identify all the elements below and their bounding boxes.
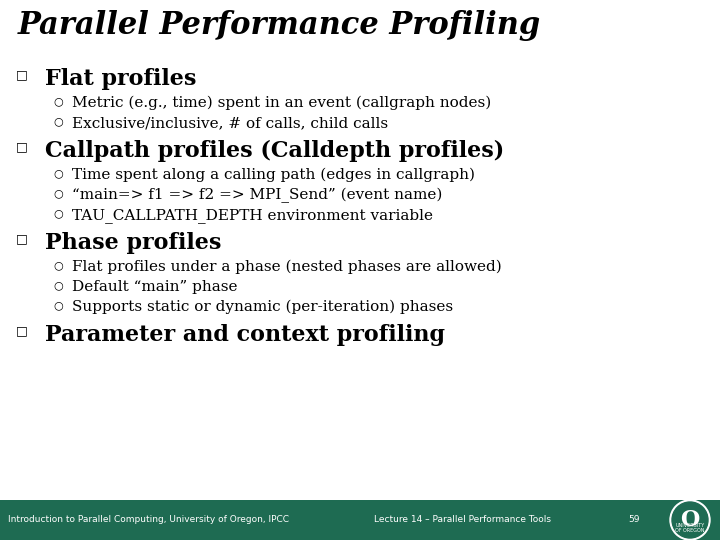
Text: Introduction to Parallel Computing, University of Oregon, IPCC: Introduction to Parallel Computing, Univ… — [8, 516, 289, 524]
Text: Phase profiles: Phase profiles — [45, 232, 221, 254]
Circle shape — [672, 502, 708, 538]
Text: Parameter and context profiling: Parameter and context profiling — [45, 324, 445, 346]
Text: ○: ○ — [53, 168, 63, 178]
Circle shape — [670, 500, 710, 540]
Text: UNIVERSITY
OF OREGON: UNIVERSITY OF OREGON — [675, 523, 705, 534]
Bar — [0, 500, 720, 540]
Text: ○: ○ — [53, 188, 63, 198]
Text: Exclusive/inclusive, # of calls, child calls: Exclusive/inclusive, # of calls, child c… — [72, 116, 388, 130]
Text: Time spent along a calling path (edges in callgraph): Time spent along a calling path (edges i… — [72, 168, 475, 183]
Text: Default “main” phase: Default “main” phase — [72, 280, 238, 294]
Text: “main=> f1 => f2 => MPI_Send” (event name): “main=> f1 => f2 => MPI_Send” (event nam… — [72, 188, 442, 203]
Text: ○: ○ — [53, 208, 63, 218]
Text: Flat profiles: Flat profiles — [45, 68, 197, 90]
Text: ○: ○ — [53, 96, 63, 106]
Text: Flat profiles under a phase (nested phases are allowed): Flat profiles under a phase (nested phas… — [72, 260, 502, 274]
Text: 59: 59 — [628, 516, 639, 524]
Text: Callpath profiles (Calldepth profiles): Callpath profiles (Calldepth profiles) — [45, 140, 504, 162]
Text: Metric (e.g., time) spent in an event (callgraph nodes): Metric (e.g., time) spent in an event (c… — [72, 96, 491, 110]
Text: TAU_CALLPATH_DEPTH environment variable: TAU_CALLPATH_DEPTH environment variable — [72, 208, 433, 223]
Text: □: □ — [16, 324, 28, 337]
Text: □: □ — [16, 68, 28, 81]
Text: Lecture 14 – Parallel Performance Tools: Lecture 14 – Parallel Performance Tools — [374, 516, 552, 524]
Text: Supports static or dynamic (per-iteration) phases: Supports static or dynamic (per-iteratio… — [72, 300, 453, 314]
Text: ○: ○ — [53, 280, 63, 290]
Text: ○: ○ — [53, 300, 63, 310]
Text: O: O — [680, 509, 700, 531]
Text: □: □ — [16, 140, 28, 153]
Text: ○: ○ — [53, 116, 63, 126]
Text: Parallel Performance Profiling: Parallel Performance Profiling — [18, 10, 541, 41]
Text: ○: ○ — [53, 260, 63, 270]
Text: □: □ — [16, 232, 28, 245]
